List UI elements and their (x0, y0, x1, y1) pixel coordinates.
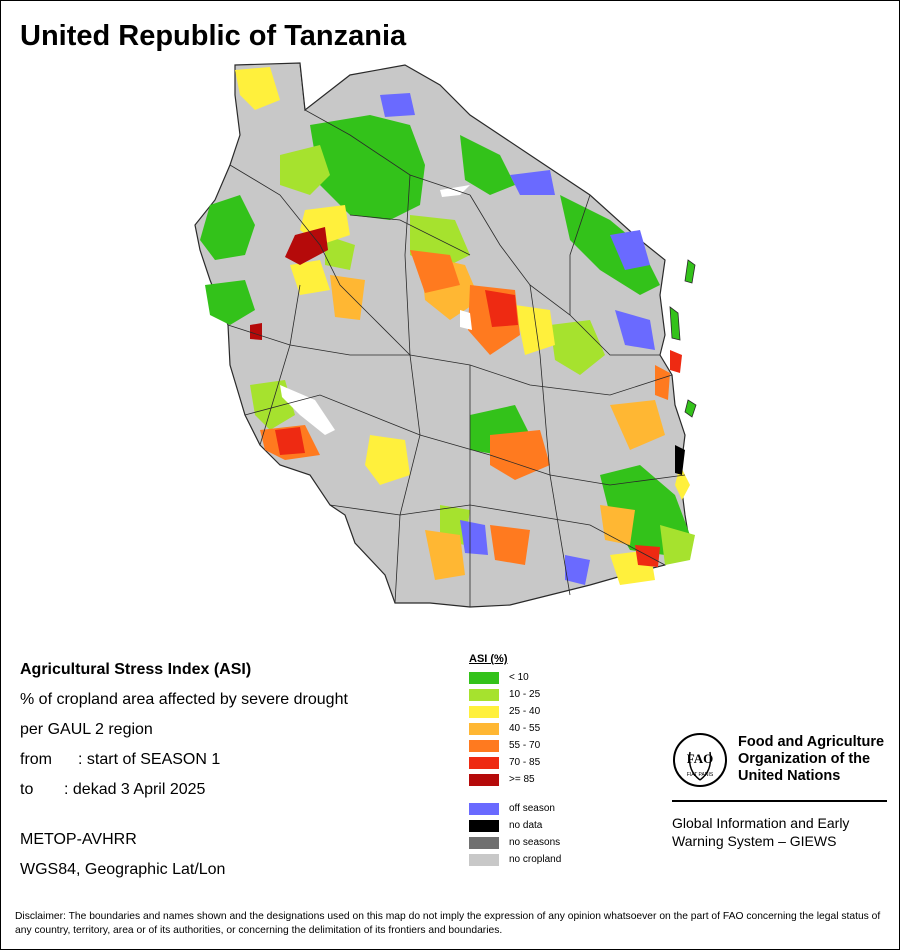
legend-item: off season (469, 800, 561, 817)
legend-label: no seasons (509, 837, 561, 848)
legend-classes: < 10 10 - 25 25 - 40 40 - 55 55 - 70 70 - 85 >… (469, 669, 561, 788)
legend-swatch (469, 853, 499, 866)
info-projection: WGS84, Geographic Lat/Lon (20, 861, 226, 878)
patch-nodata-1 (675, 445, 685, 475)
to-label: to (20, 781, 34, 798)
map-info-panel: Agricultural Stress Index (ASI) % of cro… (20, 655, 348, 885)
patch-red-4 (670, 350, 682, 373)
patch-green-west (205, 280, 255, 325)
legend-item: 25 - 40 (469, 703, 561, 720)
patch-yellow-3 (365, 435, 410, 485)
patch-orange-3 (490, 430, 550, 480)
patch-darkred-1 (285, 227, 328, 265)
patch-green-northwest (200, 195, 255, 260)
fao-logo-text: FAO (687, 751, 713, 766)
info-line2: per GAUL 2 region (20, 721, 153, 738)
legend-item: < 10 (469, 669, 561, 686)
patch-red-2 (275, 427, 305, 455)
from-label: from (20, 751, 52, 768)
asi-legend: ASI (%) < 10 10 - 25 25 - 40 40 - 55 55 - 70… (469, 653, 561, 868)
patch-lightgreen-5 (660, 525, 695, 565)
legend-label: >= 85 (509, 774, 535, 785)
admin-boundaries (227, 64, 686, 607)
patch-green-kilimanjaro (460, 135, 515, 195)
map-title: United Republic of Tanzania (20, 20, 407, 52)
pemba-island (684, 259, 696, 284)
legend-swatch (469, 773, 499, 786)
legend-label: off season (509, 803, 555, 814)
info-line1: % of cropland area affected by severe dr… (20, 691, 348, 708)
patch-green-north (310, 115, 425, 220)
patch-offseason-5 (565, 555, 590, 585)
patch-orange-6 (655, 365, 670, 400)
legend-other: off season no data no seasons no cropland (469, 800, 561, 868)
patch-green-northeast (560, 195, 660, 295)
legend-label: < 10 (509, 672, 529, 683)
patch-lightgreen-4 (550, 320, 605, 375)
patch-red-1 (485, 290, 518, 327)
legend-swatch (469, 671, 499, 684)
patch-lightgreen-7 (325, 235, 355, 270)
patch-orange-2 (410, 250, 460, 293)
lake-victoria-shore (440, 185, 470, 197)
legend-swatch (469, 705, 499, 718)
info-to: to : dekad 3 April 2025 (20, 775, 348, 805)
patch-yellow-5 (515, 305, 555, 355)
info-heading: Agricultural Stress Index (ASI) (20, 661, 252, 678)
fao-divider (672, 800, 887, 802)
legend-label: no cropland (509, 854, 562, 865)
tanzania-asi-map (194, 62, 697, 608)
patch-offseason-3 (615, 310, 655, 350)
legend-swatch (469, 722, 499, 735)
legend-label: no data (509, 820, 543, 831)
info-from: from : start of SEASON 1 (20, 745, 348, 775)
patch-offseason-6 (380, 93, 415, 117)
fao-motto: FIAT PANIS (687, 772, 714, 778)
disclaimer: Disclaimer: The boundaries and names sho… (15, 911, 881, 936)
legend-item: 10 - 25 (469, 686, 561, 703)
legend-label: 55 - 70 (509, 740, 541, 751)
patch-offseason-2 (610, 230, 650, 270)
from-value: : start of SEASON 1 (78, 751, 221, 768)
legend-swatch (469, 802, 499, 815)
giews-name: Global Information and Early Warning Sys… (672, 815, 850, 849)
legend-item: 40 - 55 (469, 720, 561, 737)
legend-item: no data (469, 817, 561, 834)
patch-orange-5 (490, 525, 530, 565)
asi-patches (200, 67, 695, 585)
legend-item: no cropland (469, 851, 561, 868)
legend-title: ASI (%) (469, 653, 508, 665)
legend-label: 70 - 85 (509, 757, 541, 768)
legend-label: 40 - 55 (509, 723, 541, 734)
patch-lightorange-4 (425, 530, 465, 580)
fao-logo-icon: FAO FIAT PANIS (673, 733, 727, 787)
fao-org-name: Food and Agriculture Organization of the… (738, 734, 885, 784)
legend-label: 10 - 25 (509, 689, 541, 700)
patch-offseason-4 (460, 520, 488, 555)
legend-swatch (469, 688, 499, 701)
lake-rukwa (280, 385, 335, 435)
patch-offseason-1 (510, 170, 555, 195)
info-sensor: METOP-AVHRR (20, 831, 137, 848)
patch-lightgreen-1 (280, 145, 330, 195)
legend-swatch (469, 756, 499, 769)
mafia-island (684, 399, 697, 418)
unguja-island (669, 306, 681, 341)
patch-lightorange-1 (330, 275, 365, 320)
legend-swatch (469, 836, 499, 849)
legend-swatch (469, 739, 499, 752)
legend-item: no seasons (469, 834, 561, 851)
legend-label: 25 - 40 (509, 706, 541, 717)
patch-lightorange-5 (600, 505, 635, 545)
water-central (460, 310, 472, 330)
legend-item: 55 - 70 (469, 737, 561, 754)
patch-lightorange-3 (610, 400, 665, 450)
legend-item: >= 85 (469, 771, 561, 788)
patch-darkred-2 (250, 323, 262, 340)
to-value: : dekad 3 April 2025 (64, 781, 206, 798)
patch-yellow-2 (235, 67, 280, 110)
legend-swatch (469, 819, 499, 832)
legend-item: 70 - 85 (469, 754, 561, 771)
